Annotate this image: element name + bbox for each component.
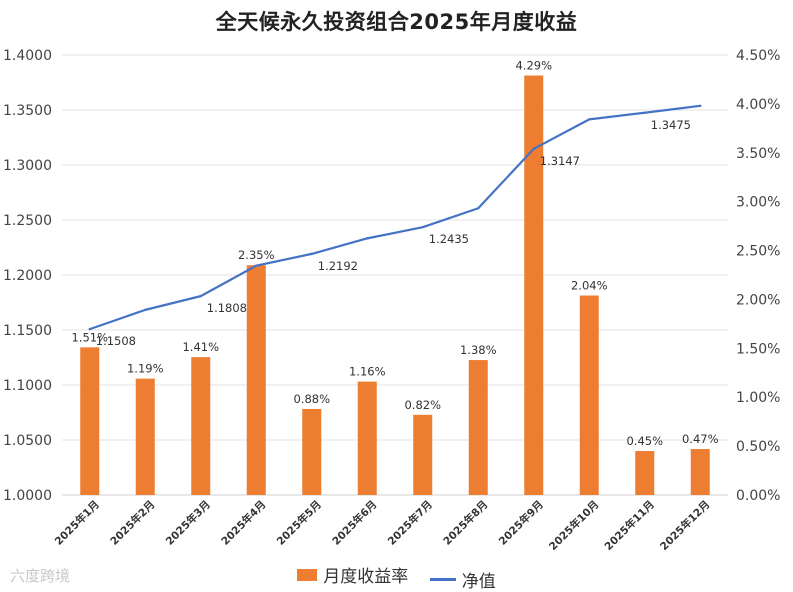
bar-data-label: 4.29%	[515, 59, 552, 73]
y-left-tick-label: 1.3000	[3, 158, 52, 174]
line-data-label: 1.3475	[651, 118, 691, 132]
y-left-tick-label: 1.1000	[3, 378, 52, 394]
bar	[135, 378, 155, 495]
x-tick-label: 2025年8月	[440, 498, 490, 548]
bar-data-label: 1.41%	[182, 340, 219, 354]
bar	[357, 381, 377, 495]
y-left-tick-label: 1.3500	[3, 103, 52, 119]
watermark: 六度跨境	[10, 567, 71, 585]
bar	[524, 75, 544, 496]
bar-data-label: 1.51%	[71, 330, 108, 344]
legend-swatch-line	[429, 577, 456, 581]
bar-data-label: 0.88%	[293, 392, 330, 406]
line-point	[643, 111, 646, 114]
x-tick-label: 2025年4月	[218, 498, 268, 548]
x-tick-label: 2025年3月	[163, 498, 213, 548]
y-left-tick-label: 1.0000	[3, 488, 52, 504]
line-point	[699, 104, 702, 108]
y-left-tick-label: 1.1500	[3, 323, 52, 339]
bar-data-label: 0.82%	[404, 398, 441, 412]
bar-data-label: 1.19%	[127, 362, 164, 376]
bar	[635, 451, 655, 495]
x-tick-label: 2025年12月	[657, 498, 712, 553]
y-right-tick-label: 3.50%	[736, 146, 780, 162]
line-data-label: 1.3147	[540, 154, 580, 168]
legend-item-line: 净值	[429, 567, 496, 592]
y-right-tick-label: 2.00%	[736, 292, 780, 308]
y-right-tick-label: 0.50%	[736, 439, 780, 455]
bar	[579, 295, 599, 495]
bar	[302, 408, 322, 495]
chart-title: 全天候永久投资组合2025年月度收益	[215, 10, 578, 34]
x-tick-label: 2025年6月	[329, 498, 379, 548]
bar-data-label: 2.04%	[571, 279, 608, 293]
y-right-tick-label: 2.50%	[736, 244, 780, 260]
x-tick-label: 2025年7月	[385, 498, 435, 548]
bar-data-label: 1.16%	[349, 365, 386, 379]
line-point	[421, 225, 424, 229]
y-right-tick-label: 4.00%	[736, 97, 780, 113]
line-point	[366, 237, 369, 240]
y-right-tick-label: 4.50%	[736, 48, 780, 64]
legend-label-line: 净值	[461, 571, 496, 592]
bar	[191, 357, 211, 495]
line-data-label: 1.2435	[429, 232, 469, 246]
line-point	[532, 147, 535, 151]
line-data-label: 1.1808	[207, 301, 247, 315]
x-tick-label: 2025年5月	[274, 498, 324, 548]
line-point	[310, 252, 313, 256]
legend-swatch-bar	[297, 568, 318, 581]
x-tick-label: 2025年9月	[496, 498, 546, 548]
line-data-label: 1.1508	[96, 334, 136, 348]
bar	[80, 347, 100, 495]
bar	[413, 414, 433, 495]
line-point	[88, 327, 91, 331]
bar	[690, 449, 710, 495]
bar	[246, 265, 266, 495]
bar-data-label: 1.38%	[460, 343, 497, 357]
y-left-tick-label: 1.2000	[3, 268, 52, 284]
bar-data-label: 2.35%	[238, 248, 275, 262]
line-point	[199, 294, 202, 298]
x-tick-label: 2025年10月	[546, 498, 601, 553]
y-left-tick-label: 1.0500	[3, 433, 52, 449]
line-point	[588, 118, 591, 121]
line-point	[477, 207, 480, 210]
line-series-netvalue	[89, 104, 701, 331]
legend-label-bar: 月度收益率	[323, 567, 409, 587]
y-right-tick-label: 0.00%	[736, 488, 780, 504]
bar-data-label: 0.47%	[682, 432, 719, 446]
x-tick-label: 2025年1月	[52, 498, 102, 548]
y-left-tick-label: 1.2500	[3, 213, 52, 229]
y-left-tick-label: 1.4000	[3, 48, 52, 64]
bar-data-label: 0.45%	[626, 434, 663, 448]
x-tick-label: 2025年2月	[107, 498, 157, 548]
bar	[468, 360, 488, 495]
line-point	[255, 264, 258, 267]
y-right-tick-label: 3.00%	[736, 195, 780, 211]
y-right-tick-label: 1.50%	[736, 341, 780, 357]
legend-item-bar: 月度收益率	[297, 562, 408, 587]
line-point	[144, 308, 147, 312]
line-data-label: 1.2192	[318, 259, 358, 273]
y-right-tick-label: 1.00%	[736, 390, 780, 406]
legend: 月度收益率 净值	[0, 562, 793, 592]
x-tick-label: 2025年11月	[602, 498, 657, 553]
